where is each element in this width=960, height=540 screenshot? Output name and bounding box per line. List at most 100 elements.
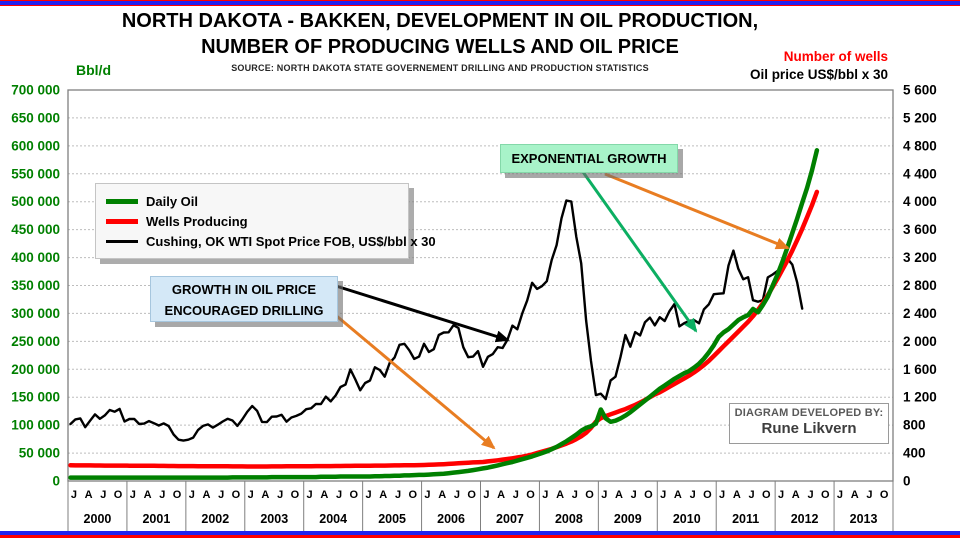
- callout-growth-in-oil-price: GROWTH IN OIL PRICE ENCOURAGED DRILLING: [150, 276, 338, 322]
- x-axis-month-label: A: [792, 489, 800, 501]
- x-axis-month-label: J: [130, 489, 136, 501]
- x-axis-month-label: A: [615, 489, 623, 501]
- y-left-tick-label: 500 000: [11, 194, 60, 209]
- x-axis-month-label: J: [248, 489, 254, 501]
- x-axis-month-label: A: [144, 489, 152, 501]
- series-wells-producing: [68, 189, 820, 469]
- x-axis-month-label: O: [291, 489, 300, 501]
- x-axis-year-label: 2000: [84, 512, 112, 526]
- y-right-tick-label: 4 000: [903, 194, 937, 209]
- x-axis-year-label: 2007: [496, 512, 524, 526]
- attribution-box: DIAGRAM DEVELOPED BY: Rune Likvern: [729, 403, 889, 444]
- x-axis-year-label: 2005: [378, 512, 406, 526]
- y-right-tick-label: 1 600: [903, 362, 937, 377]
- x-axis-month-label: J: [424, 489, 430, 501]
- x-axis-year-label: 2004: [319, 512, 347, 526]
- x-axis-month-label: J: [71, 489, 77, 501]
- x-axis-month-label: J: [189, 489, 195, 501]
- y-right-tick-label: 800: [903, 418, 926, 433]
- x-axis-year-label: 2008: [555, 512, 583, 526]
- y-right-tick-label: 1 200: [903, 390, 937, 405]
- x-axis-month-label: J: [866, 489, 872, 501]
- series-daily-oil: [68, 148, 820, 480]
- legend: Daily Oil Wells Producing Cushing, OK WT…: [95, 183, 436, 259]
- y-right-tick-label: 400: [903, 446, 926, 461]
- y-left-tick-label: 50 000: [19, 446, 60, 461]
- x-axis-month-label: O: [821, 489, 830, 501]
- x-axis-month-label: J: [690, 489, 696, 501]
- frame-top-rule: [0, 0, 960, 6]
- x-axis-month-label: J: [542, 489, 548, 501]
- y-left-tick-label: 150 000: [11, 390, 60, 405]
- y-left-tick-label: 700 000: [11, 83, 60, 98]
- callout-exponential-growth: EXPONENTIAL GROWTH: [500, 144, 678, 173]
- chart-title-line2: NUMBER OF PRODUCING WELLS AND OIL PRICE: [201, 36, 679, 58]
- source-note: SOURCE: NORTH DAKOTA STATE GOVERNEMENT D…: [231, 63, 649, 73]
- arrow-exponential-to-wells-line: [604, 172, 790, 250]
- x-axis-month-label: A: [497, 489, 505, 501]
- y-right-tick-label: 4 800: [903, 138, 937, 153]
- x-axis-month-label: J: [572, 489, 578, 501]
- x-axis-year-label: 2010: [673, 512, 701, 526]
- callout-growth-line2: ENCOURAGED DRILLING: [164, 303, 324, 318]
- legend-label-wti-price: Cushing, OK WTI Spot Price FOB, US$/bbl …: [146, 233, 436, 249]
- x-axis-year-label: 2013: [850, 512, 878, 526]
- x-axis-month-label: J: [778, 489, 784, 501]
- y-left-tick-label: 300 000: [11, 306, 60, 321]
- y-left-tick-label: 600 000: [11, 138, 60, 153]
- y-left-tick-label: 550 000: [11, 166, 60, 181]
- y-left-tick-label: 350 000: [11, 278, 60, 293]
- x-axis-month-label: J: [277, 489, 283, 501]
- right-axis-price-label: Oil price US$/bbl x 30: [749, 67, 888, 82]
- arrow-price-growth-to-price-line: [335, 284, 510, 343]
- x-axis-month-label: J: [601, 489, 607, 501]
- x-axis-month-label: J: [807, 489, 813, 501]
- x-axis-month-label: O: [408, 489, 417, 501]
- x-axis-month-label: J: [395, 489, 401, 501]
- left-axis-unit-label: Bbl/d: [76, 62, 111, 78]
- x-axis-month-label: J: [631, 489, 637, 501]
- x-axis-month-label: J: [218, 489, 224, 501]
- x-axis-month-label: A: [203, 489, 211, 501]
- x-axis-month-label: J: [749, 489, 755, 501]
- y-left-tick-label: 400 000: [11, 250, 60, 265]
- x-axis-month-label: O: [703, 489, 712, 501]
- x-axis-year-label: 2006: [437, 512, 465, 526]
- y-left-tick-label: 200 000: [11, 362, 60, 377]
- y-right-tick-label: 0: [903, 474, 911, 489]
- x-axis-month-label: O: [526, 489, 535, 501]
- legend-label-wells-producing: Wells Producing: [146, 213, 248, 229]
- x-axis-month-label: J: [513, 489, 519, 501]
- y-right-tick-label: 5 200: [903, 110, 937, 125]
- x-axis-month-label: O: [350, 489, 359, 501]
- x-axis-month-label: O: [173, 489, 182, 501]
- y-right-tick-label: 2 000: [903, 334, 937, 349]
- annotation-arrows: [332, 171, 790, 450]
- frame-bottom-rule: [0, 531, 960, 538]
- x-axis-month-label: J: [837, 489, 843, 501]
- x-axis-month-label: O: [880, 489, 889, 501]
- x-axis-year-label: 2002: [201, 512, 229, 526]
- y-right-tick-label: 5 600: [903, 83, 937, 98]
- x-axis-month-label: J: [719, 489, 725, 501]
- chart-title-line1: NORTH DAKOTA - BAKKEN, DEVELOPMENT IN OI…: [121, 10, 759, 32]
- y-left-tick-label: 450 000: [11, 222, 60, 237]
- y-right-tick-label: 2 400: [903, 306, 937, 321]
- x-axis-month-label: J: [100, 489, 106, 501]
- x-axis-month-label: J: [365, 489, 371, 501]
- daily-oil-line-swatch: [106, 198, 138, 204]
- x-axis-month-label: O: [114, 489, 123, 501]
- arrow-exponential-to-oil-line: [581, 171, 698, 333]
- y-right-tick-label: 2 800: [903, 278, 937, 293]
- x-axis-month-label: J: [307, 489, 313, 501]
- y-left-tick-label: 650 000: [11, 110, 60, 125]
- y-right-tick-label: 3 200: [903, 250, 937, 265]
- x-axis-month-label: A: [379, 489, 387, 501]
- x-axis-year-label: 2001: [142, 512, 170, 526]
- x-axis-month-label: J: [159, 489, 165, 501]
- x-axis-month-label: A: [438, 489, 446, 501]
- attribution-author: Rune Likvern: [761, 420, 857, 437]
- y-left-tick-label: 250 000: [11, 334, 60, 349]
